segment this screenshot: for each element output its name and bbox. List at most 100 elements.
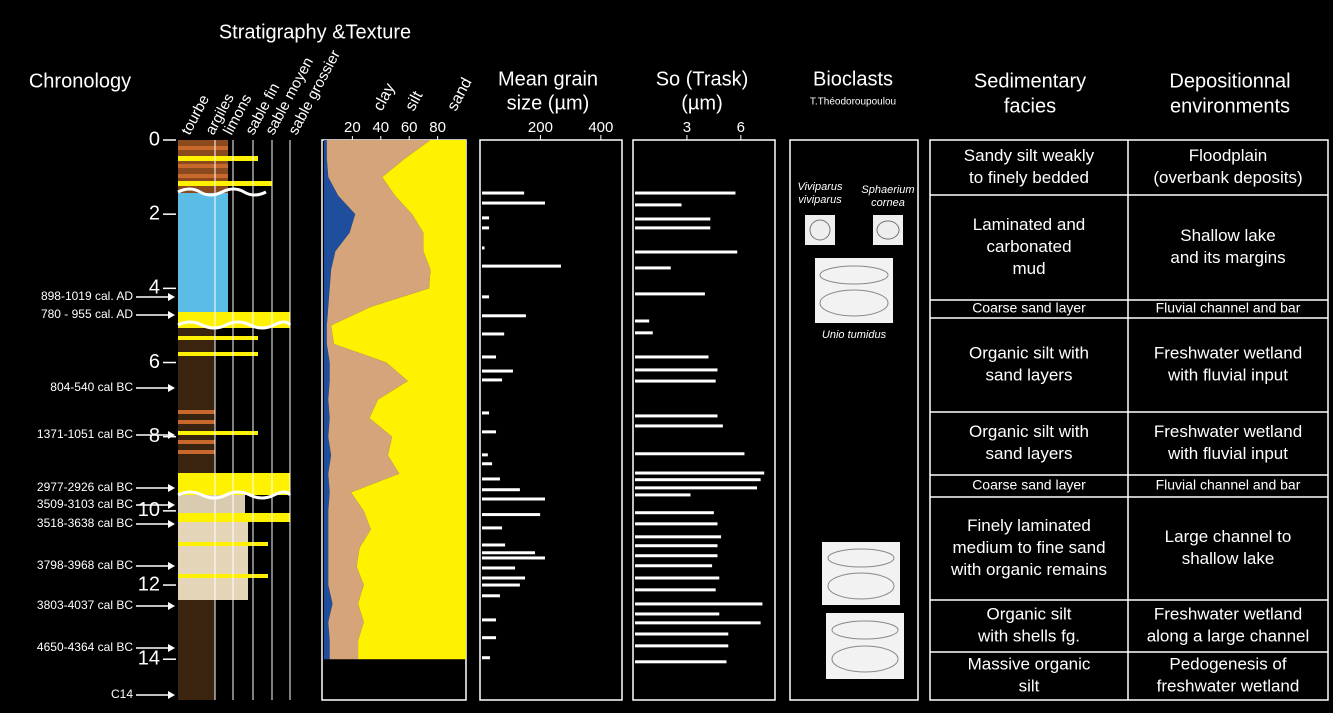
bar [635,452,745,456]
layer-sand [178,473,290,495]
layer [178,193,228,313]
table-cell: with shells fg. [977,626,1080,645]
arrow-head [168,602,175,610]
layer-stripe [178,440,215,444]
bar [482,583,520,587]
table-header: environments [1170,95,1290,117]
sorting-title: (µm) [681,92,723,114]
table-frame [929,139,1329,701]
arrow-head [168,293,175,301]
bar [482,453,488,457]
bar [482,332,505,336]
bar [635,226,711,230]
arrow-head [168,691,175,699]
shell [809,219,831,241]
layer-sand [178,431,258,435]
shell-illustrations [805,215,904,679]
bar [635,612,720,616]
layer-sand [178,336,258,340]
layer [178,495,245,513]
table-cell: Laminated and [973,215,1085,234]
grain-title: size (µm) [507,92,590,114]
bar [635,544,718,548]
table-cell: freshwater wetland [1157,676,1300,695]
arrow-head [168,644,175,652]
lithology-column [177,140,292,700]
table-cell: Freshwater wetland [1154,343,1302,362]
shell [827,572,895,600]
table-cell: Organic silt [986,604,1071,623]
depth-tick-label: 12 [138,573,160,595]
texture-area [324,140,356,660]
arrow-head [168,520,175,528]
unconformity [177,320,292,330]
bar [482,295,490,299]
arrow-head [168,431,175,439]
bar [482,543,506,547]
table-cell: with fluvial input [1167,444,1288,463]
bar [635,576,720,580]
table-cell: silt [1019,676,1040,695]
table-cell: along a large channel [1147,626,1310,645]
grain-frame [479,139,623,701]
bar [482,636,497,640]
bar [635,319,650,323]
bar [635,292,705,296]
arrow-head [168,311,175,319]
bar [635,368,718,372]
shell [831,645,899,673]
bar [482,264,561,268]
table-cell: Organic silt with [969,422,1089,441]
bar [635,621,761,625]
bar [635,660,727,664]
shell [876,220,900,240]
date-label: 804-540 cal BC [50,380,133,394]
bar [482,497,545,501]
texture-area [331,140,466,660]
arrow-head [168,562,175,570]
x-tick-label: 3 [683,119,691,136]
bar [635,588,716,592]
layer-sand [178,181,272,186]
grain-title: Mean grain [498,68,598,90]
date-label: 3509-3103 cal BC [37,497,133,511]
bioclasts-title: Bioclasts [813,68,893,90]
date-label: 3518-3638 cal BC [37,516,133,530]
bar [482,551,535,555]
layer-sand [178,312,290,328]
layer-stripe [178,164,228,168]
table-cell: shallow lake [1182,549,1275,568]
bar [635,644,729,648]
bar [635,471,765,475]
table-cell: Pedogenesis of [1169,654,1286,673]
species-label: cornea [871,197,905,209]
bar [635,522,718,526]
layer-sand [178,574,268,578]
bar [635,493,691,497]
bar [635,355,709,359]
table-header: facies [1004,95,1056,117]
bar [482,513,541,517]
date-label: 780 - 955 cal. AD [41,307,133,321]
layer-stripe [178,410,215,414]
table-cell: Organic silt with [969,343,1089,362]
layer-stripe [178,450,215,454]
table-cell: (overbank deposits) [1153,168,1302,187]
bar [635,424,723,428]
bar [482,246,485,250]
bar [482,594,500,598]
bar [635,203,682,207]
table-cell: carbonated [986,237,1071,256]
bar [635,535,722,539]
table-cell: to finely bedded [969,168,1089,187]
bar [635,602,763,606]
bar [635,564,713,568]
bar [482,201,545,205]
shell [819,265,889,285]
layer [178,600,215,700]
bar [482,488,520,492]
sorting-frame [632,139,776,701]
bar [482,314,526,318]
shell [827,548,895,568]
bar [635,511,714,515]
